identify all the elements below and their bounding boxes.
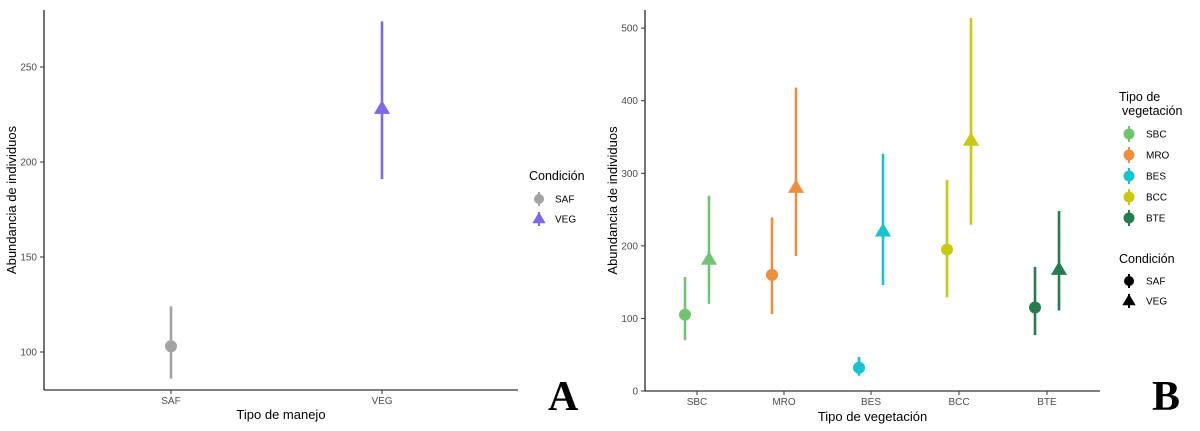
legend-key-sbc	[1123, 128, 1135, 140]
x-axis-title: Tipo de manejo	[236, 407, 325, 422]
point-saf	[165, 340, 177, 353]
legend-key-bte	[1123, 212, 1135, 224]
y-tick-label: 0	[632, 387, 638, 398]
x-tick-label: BES	[861, 397, 881, 408]
y-tick-label: 200	[621, 241, 638, 252]
y-tick-label: 200	[20, 158, 37, 169]
x-tick-label: BTE	[1037, 397, 1057, 408]
legend-label: SAF	[555, 195, 574, 206]
point-bte-saf	[1029, 301, 1041, 314]
x-axis-title: Tipo de vegetación	[818, 409, 927, 424]
point-bte-veg	[1050, 261, 1068, 275]
panel-label-a: A	[548, 374, 579, 420]
x-tick-label: BCC	[948, 397, 969, 408]
point-sbc-saf	[679, 308, 691, 321]
x-tick-label: SBC	[687, 397, 708, 408]
point-bes-veg	[874, 222, 892, 237]
panel-b: 0 100 200 300 400 500 SBC MRO BES BCC BTE Tipo de v…	[605, 10, 1183, 424]
point-mro-saf	[766, 268, 778, 281]
y-tick-label: 100	[20, 348, 37, 359]
legend-title: vegetación	[1122, 104, 1183, 118]
legend-key-saf	[1124, 276, 1134, 286]
legend-key-veg	[1122, 294, 1136, 306]
legend-label: BCC	[1146, 193, 1167, 204]
legend-label: SAF	[1146, 277, 1165, 288]
legend-label: VEG	[555, 215, 576, 226]
point-bcc-saf	[941, 243, 953, 256]
legend-title: Tipo de	[1119, 90, 1160, 104]
legend-key-mro	[1123, 149, 1135, 161]
legend-key-bcc	[1123, 191, 1135, 203]
legend-title: Condición	[529, 169, 585, 183]
y-tick-label: 100	[621, 314, 638, 325]
panel-a: 100 150 200 250 SAF VEG Tipo de manejo Abundanc…	[4, 10, 585, 422]
legend-key-veg	[532, 212, 546, 224]
y-axis-title: Abundancia de individuos	[4, 125, 19, 274]
point-bcc-veg	[962, 132, 980, 146]
y-tick-label: 250	[20, 63, 37, 74]
y-tick-label: 150	[20, 253, 37, 264]
legend-label: BES	[1146, 172, 1166, 183]
legend-label: MRO	[1146, 151, 1170, 162]
y-axis-title: Abundancia de individuos	[605, 126, 620, 275]
legend-label: SBC	[1146, 130, 1167, 141]
point-bes-saf	[853, 361, 865, 374]
legend-title: Condición	[1119, 252, 1175, 266]
panel-label-b: B	[1152, 374, 1180, 420]
y-tick-label: 500	[621, 24, 638, 35]
point-mro-veg	[787, 179, 805, 193]
legend-label: VEG	[1146, 297, 1167, 308]
point-veg	[373, 100, 391, 114]
legend-key-saf	[534, 194, 544, 204]
x-tick-label: MRO	[772, 397, 796, 408]
legend-label: BTE	[1146, 214, 1166, 225]
point-sbc-veg	[700, 251, 718, 265]
legend-key-bes	[1123, 170, 1135, 182]
x-tick-label: VEG	[371, 396, 392, 407]
x-tick-label: SAF	[161, 396, 180, 407]
y-tick-label: 400	[621, 96, 638, 107]
y-tick-label: 300	[621, 169, 638, 180]
